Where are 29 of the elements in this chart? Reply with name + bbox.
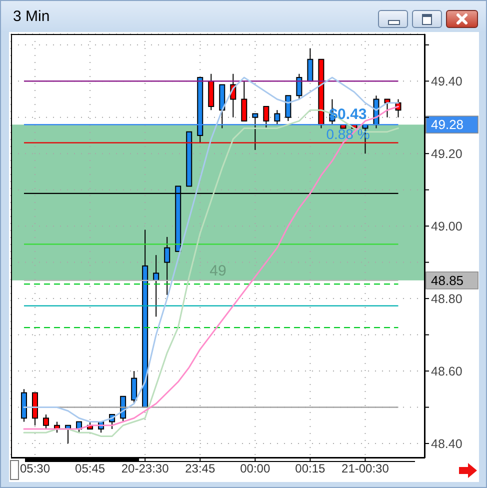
candlestick bbox=[252, 113, 258, 150]
x-tick-label: 00:00 bbox=[240, 462, 270, 476]
candlestick bbox=[274, 110, 280, 126]
candlestick bbox=[296, 73, 302, 100]
candlestick bbox=[164, 236, 170, 296]
x-tick-label: 00:15 bbox=[295, 462, 326, 476]
x-tick-label: 23:45 bbox=[185, 462, 216, 476]
ref-line-label: 49.28 bbox=[431, 117, 464, 132]
y-tick-label: 49.40 bbox=[431, 74, 462, 89]
x-tick-label: 20-23:30 bbox=[121, 462, 170, 476]
annotation: 0.88 % bbox=[325, 126, 371, 142]
y-tick-label: 49.00 bbox=[431, 220, 462, 234]
x-tick-label: 05:30 bbox=[20, 462, 50, 476]
candlestick bbox=[263, 106, 270, 129]
y-tick-label: 48.80 bbox=[431, 292, 462, 306]
candlestick bbox=[43, 414, 49, 430]
candlestick bbox=[307, 48, 314, 82]
y-tick-label: 49.20 bbox=[431, 147, 462, 162]
x-tick-label: 05:45 bbox=[75, 462, 106, 476]
x-tick-label: 21-00:30 bbox=[342, 462, 390, 476]
ref-line-label: 48.85 bbox=[431, 272, 464, 288]
y-tick-label: 48.40 bbox=[431, 436, 462, 451]
chart-title: 3 Min bbox=[13, 8, 50, 26]
candlestick bbox=[285, 95, 292, 122]
y-tick-label: 48.60 bbox=[431, 364, 462, 378]
candlestick bbox=[241, 80, 248, 122]
candlestick bbox=[153, 254, 160, 318]
candlestick bbox=[131, 370, 138, 404]
candlestick bbox=[384, 98, 390, 118]
